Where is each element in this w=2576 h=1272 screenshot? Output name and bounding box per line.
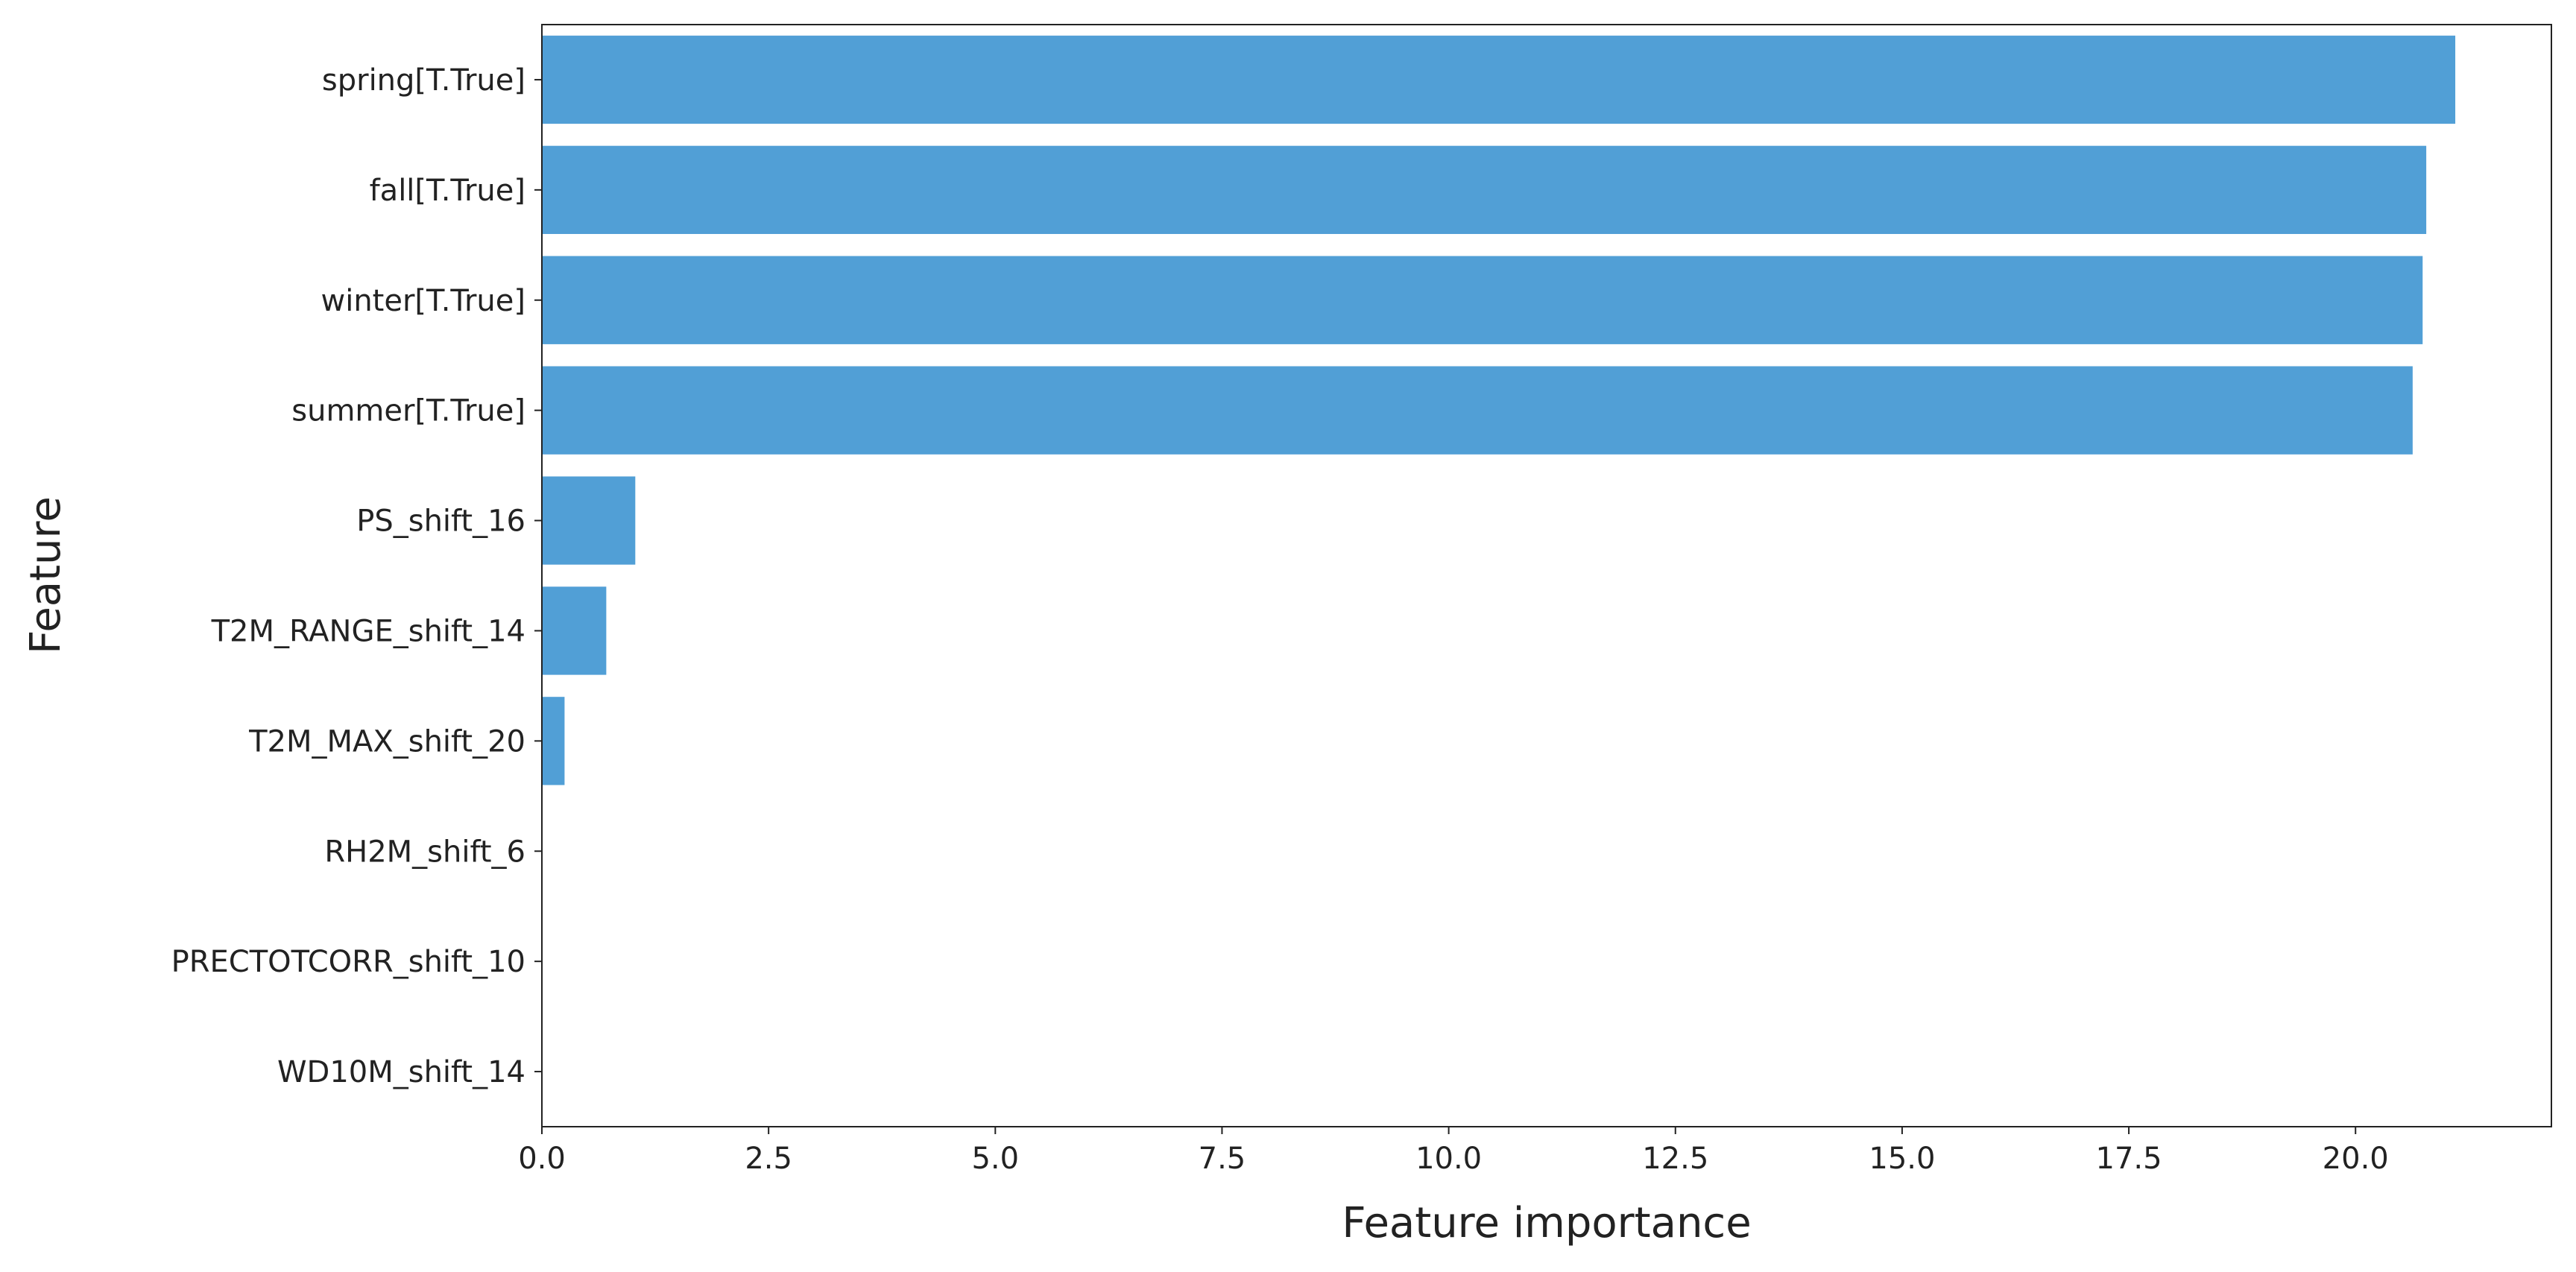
y-axis-title: Feature [22,496,70,654]
y-tick-label: fall[T.True] [370,174,525,208]
x-tick-label: 10.0 [1415,1142,1482,1176]
y-tick-label: summer[T.True] [291,394,525,428]
bar [542,476,636,565]
plot-frame [541,24,2552,1127]
y-tick-label: winter[T.True] [321,284,526,318]
x-tick-label: 15.0 [1869,1142,1935,1176]
x-tick-label: 12.5 [1642,1142,1708,1176]
x-tick-label: 0.0 [518,1142,566,1176]
y-tick-label: spring[T.True] [322,63,525,98]
y-tick-label: PRECTOTCORR_shift_10 [171,945,525,979]
x-axis-title: Feature importance [1342,1199,1751,1247]
x-tick-label: 20.0 [2323,1142,2389,1176]
y-tick-label: WD10M_shift_14 [277,1055,525,1089]
y-tick-label: RH2M_shift_6 [324,835,525,869]
x-tick-label: 17.5 [2096,1142,2162,1176]
bar [542,256,2423,344]
x-tick-label: 2.5 [745,1142,792,1176]
y-tick-label: PS_shift_16 [356,504,525,539]
bar [542,35,2456,124]
y-tick-label: T2M_RANGE_shift_14 [211,614,525,648]
bar [542,697,565,785]
bar [542,145,2427,235]
y-tick-label: T2M_MAX_shift_20 [248,724,525,759]
x-tick-label: 5.0 [971,1142,1019,1176]
bar [542,586,607,675]
x-tick-label: 7.5 [1199,1142,1246,1176]
bar [542,366,2413,455]
